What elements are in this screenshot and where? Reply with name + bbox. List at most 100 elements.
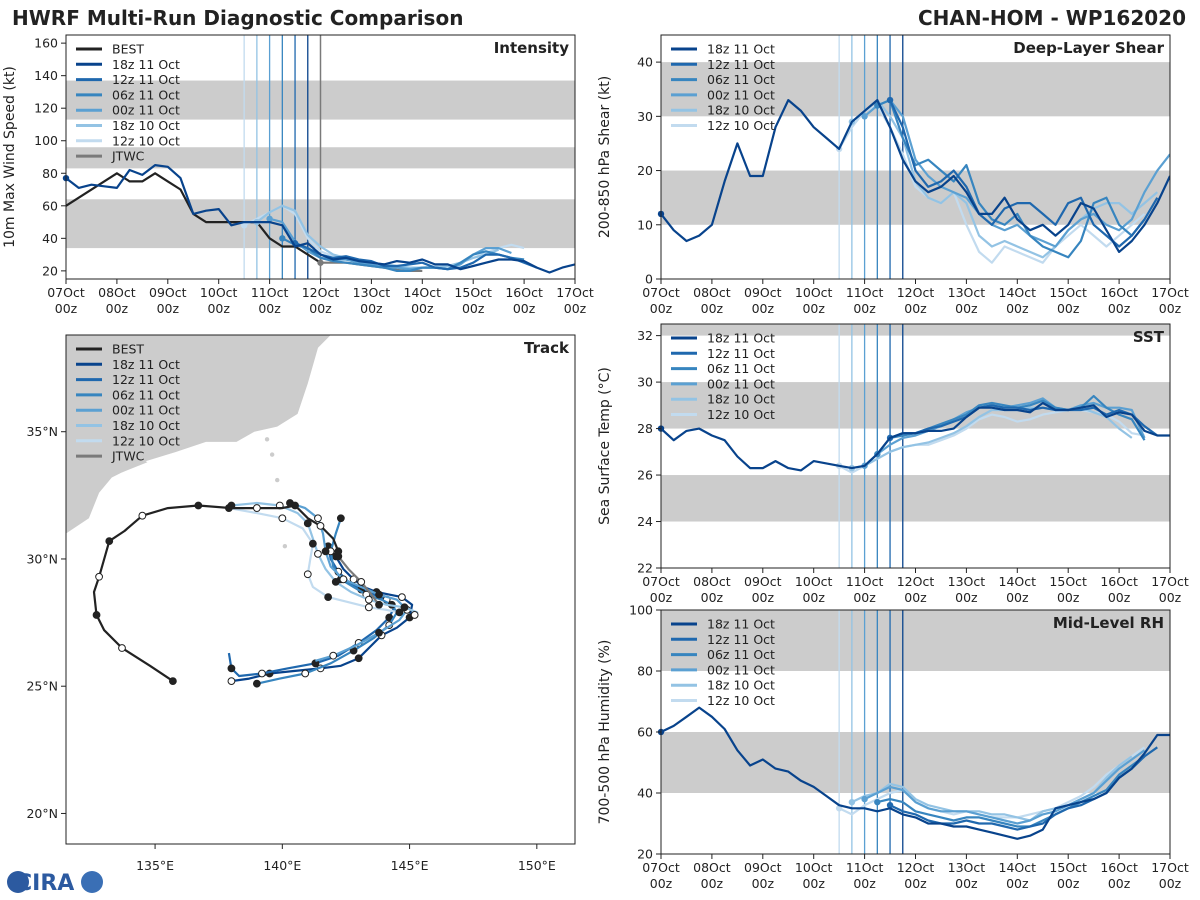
x-tick-label-hour: 00z [955, 590, 978, 605]
legend-label-00z-11-oct: 00z 11 Oct [112, 103, 180, 118]
y-tick-label: 80 [42, 166, 58, 181]
legend-label-12z-10-oct: 12z 10 Oct [707, 693, 775, 708]
legend-label-18z-11-oct: 18z 11 Oct [707, 42, 775, 57]
x-tick-label-date: 08Oct [693, 860, 731, 875]
track-point-best [291, 501, 299, 510]
panel-title: Mid-Level RH [1053, 614, 1164, 632]
land-polygon-1 [94, 449, 148, 473]
x-tick-label-hour: 00z [853, 590, 876, 605]
x-tick-label-date: 12Oct [302, 285, 340, 300]
x-tick-label-date: 08Oct [98, 285, 136, 300]
x-tick-label-hour: 00z [411, 301, 434, 316]
track-point-12z-10-oct [364, 603, 373, 612]
init-marker-18z-10-oct [848, 798, 856, 806]
sst-panel: 22242628303207Oct00z08Oct00z09Oct00z10Oc… [597, 323, 1189, 605]
track-point-best [92, 611, 101, 619]
x-tick-label-date: 15Oct [1049, 574, 1087, 589]
y-tick-label: 40 [637, 786, 653, 801]
x-tick-label-hour: 00z [650, 876, 673, 891]
panel-title: Deep-Layer Shear [1013, 39, 1164, 57]
lat-tick-label: 35°N [26, 424, 58, 439]
cira-logo: CIRA [7, 871, 103, 896]
track-point-12z-10-oct [308, 539, 317, 548]
y-axis-label: Sea Surface Temp (°C) [597, 367, 613, 525]
x-tick-label-hour: 00z [955, 876, 978, 891]
x-tick-label-date: 07Oct [642, 574, 680, 589]
y-axis-label: 200-850 hPa Shear (kt) [597, 76, 613, 238]
legend-label-12z-10-oct: 12z 10 Oct [707, 407, 775, 422]
jtwc-marker [317, 259, 324, 266]
track-point-best [334, 547, 343, 556]
x-tick-label-date: 09Oct [744, 285, 782, 300]
legend-label-06z-11-oct: 06z 11 Oct [707, 361, 775, 376]
track-point-18z-11-oct [227, 677, 236, 686]
x-tick-label-hour: 00z [309, 301, 332, 316]
series-12z-11-oct [294, 242, 538, 271]
legend-label-00z-11-oct: 00z 11 Oct [707, 662, 775, 677]
y-tick-label: 40 [637, 55, 653, 70]
init-marker-12z-10-oct [240, 222, 248, 229]
x-tick-label-hour: 00z [752, 590, 775, 605]
track-point-best [95, 572, 103, 581]
plot-frame [65, 334, 576, 845]
lon-tick-label: 150°E [518, 858, 556, 873]
intensity-panel: 2040608010012014016007Oct00z08Oct00z09Oc… [2, 34, 594, 316]
x-tick-label-hour: 00z [1159, 876, 1182, 891]
x-tick-label-date: 14Oct [404, 285, 442, 300]
x-tick-label-hour: 00z [1108, 301, 1131, 316]
legend-label-12z-10-oct: 12z 10 Oct [112, 433, 180, 448]
legend-label-12z-11-oct: 12z 11 Oct [707, 57, 775, 72]
threshold-band-1 [661, 610, 1170, 671]
track-point-12z-10-oct [278, 514, 287, 523]
lat-tick-label: 25°N [26, 679, 58, 694]
x-tick-label-date: 17Oct [1151, 285, 1189, 300]
track-18z-11-oct [231, 555, 414, 683]
x-tick-label-hour: 00z [564, 301, 587, 316]
x-tick-label-date: 17Oct [556, 285, 594, 300]
x-tick-label-hour: 00z [513, 301, 536, 316]
x-tick-label-hour: 00z [752, 876, 775, 891]
y-axis-label: 10m Max Wind Speed (kt) [2, 66, 18, 248]
x-tick-label-hour: 00z [1159, 301, 1182, 316]
track-point-best [138, 511, 147, 520]
panel-title: Track [524, 339, 570, 357]
y-tick-label: 20 [42, 263, 58, 278]
track-point-00z-11-oct [314, 514, 322, 523]
storm-id: CHAN-HOM - WP162020 [918, 6, 1186, 30]
track-point-best [252, 504, 261, 512]
track-point-00z-11-oct [321, 547, 330, 556]
island-2 [275, 477, 280, 483]
x-tick-label-hour: 00z [853, 876, 876, 891]
x-tick-label-hour: 00z [1159, 590, 1182, 605]
y-tick-label: 30 [637, 109, 653, 124]
y-tick-label: 22 [637, 561, 653, 576]
x-tick-label-date: 10Oct [795, 285, 833, 300]
track-point-00z-11-oct [375, 628, 383, 637]
series-06z-11-oct [877, 755, 1146, 828]
threshold-band-0 [661, 475, 1170, 522]
track-point-12z-11-oct [227, 664, 236, 673]
x-tick-label-date: 07Oct [642, 860, 680, 875]
track-best [92, 504, 342, 683]
legend-label-best: BEST [112, 42, 144, 57]
y-tick-label: 160 [34, 36, 58, 51]
x-tick-label-date: 16Oct [1100, 574, 1138, 589]
legend-label-12z-11-oct: 12z 11 Oct [707, 632, 775, 647]
legend-label-06z-11-oct: 06z 11 Oct [112, 387, 180, 402]
y-tick-label: 0 [645, 272, 653, 287]
land-polygon-0 [66, 335, 331, 534]
y-tick-label: 10 [637, 217, 653, 232]
legend-label-12z-11-oct: 12z 11 Oct [112, 72, 180, 87]
x-tick-label-hour: 00z [853, 301, 876, 316]
init-marker-00z-11-oct [266, 215, 273, 223]
threshold-band-1 [661, 62, 1170, 117]
legend-label-18z-10-oct: 18z 10 Oct [707, 103, 775, 118]
series-18z-11-oct [661, 706, 1170, 840]
y-tick-label: 30 [637, 375, 653, 390]
legend-label-12z-10-oct: 12z 10 Oct [707, 118, 775, 133]
legend-label-18z-11-oct: 18z 11 Oct [707, 617, 775, 632]
x-tick-label-date: 13Oct [948, 574, 986, 589]
track-point-18z-11-oct [354, 654, 363, 663]
x-tick-label-hour: 00z [462, 301, 485, 316]
